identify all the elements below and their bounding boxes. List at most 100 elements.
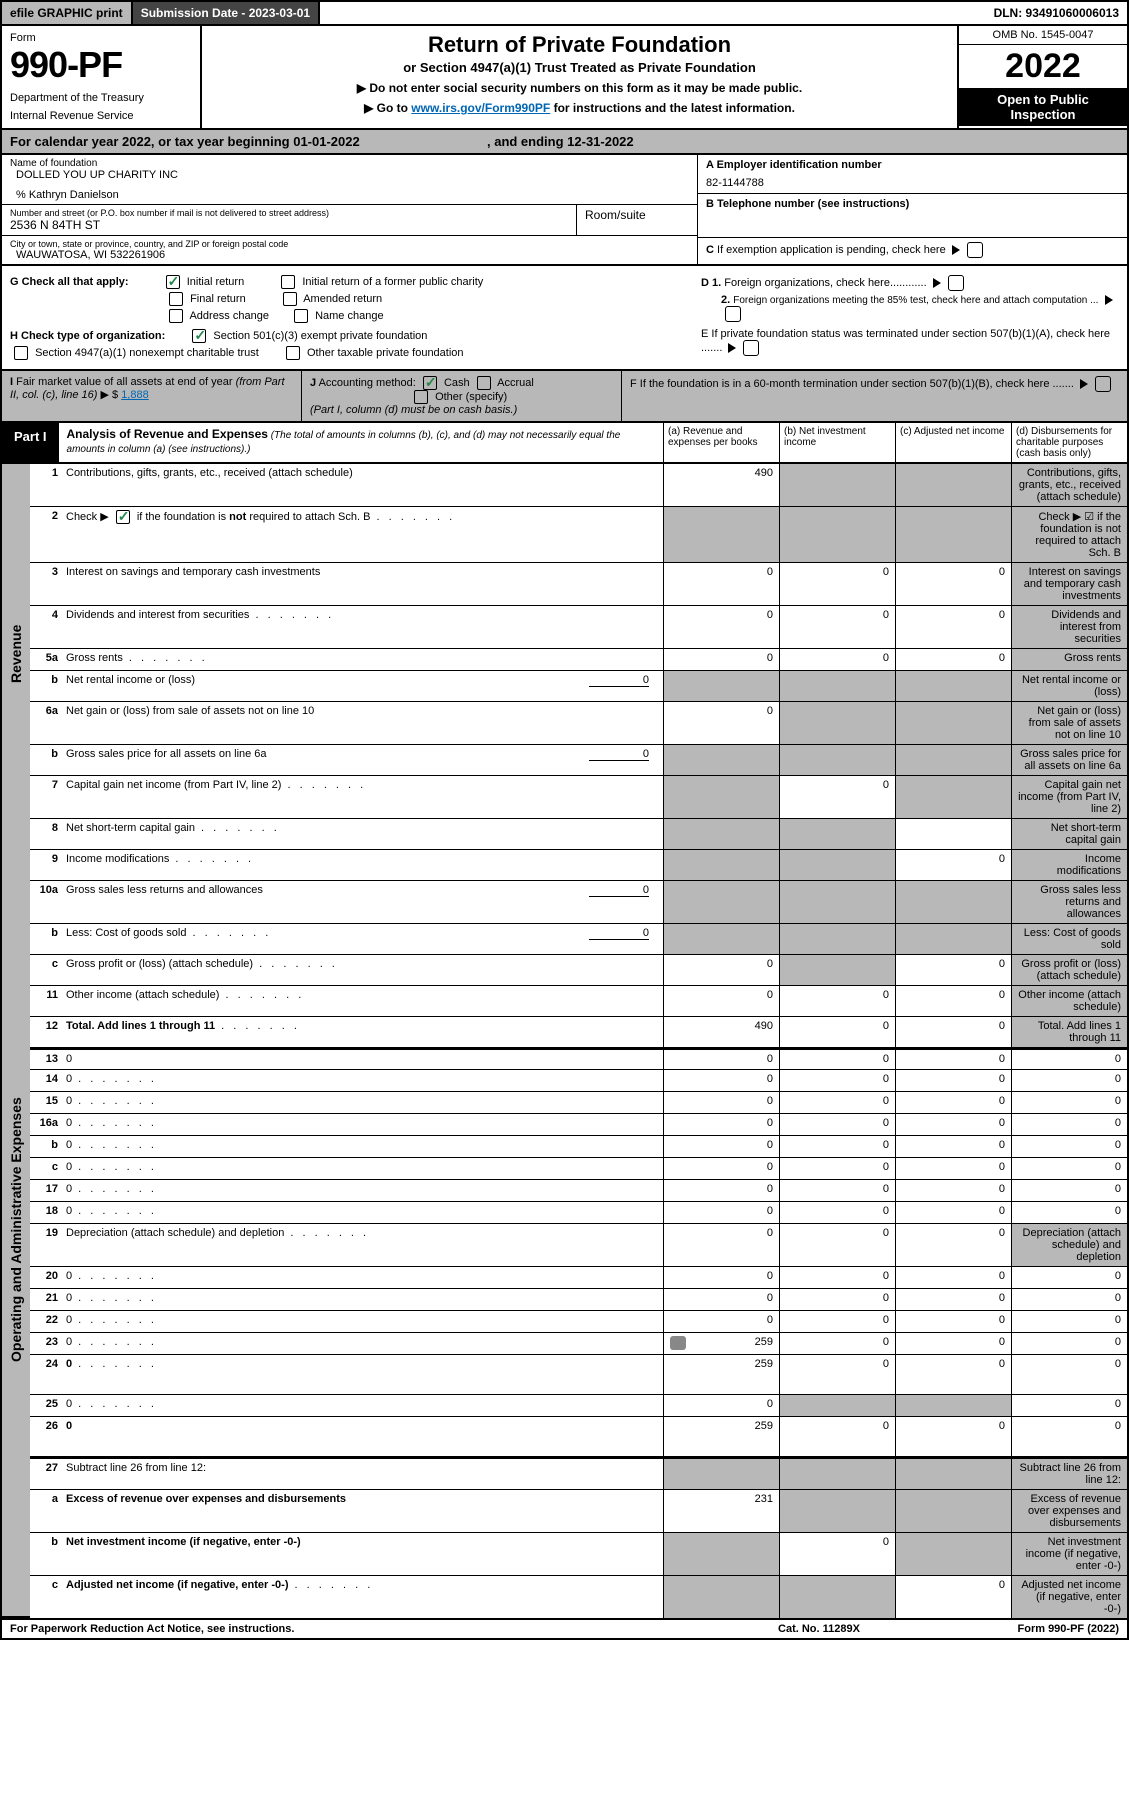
open-public: Open to Public Inspection bbox=[959, 88, 1127, 126]
col-d-value: 0 bbox=[1011, 1070, 1127, 1091]
col-d-value: 0 bbox=[1011, 1202, 1127, 1223]
h-other-checkbox[interactable] bbox=[286, 346, 300, 360]
care-of: % Kathryn Danielson bbox=[10, 189, 689, 201]
h-row2: Section 4947(a)(1) nonexempt charitable … bbox=[10, 346, 689, 360]
notice-goto-post: for instructions and the latest informat… bbox=[550, 101, 795, 115]
row-number: a bbox=[30, 1490, 62, 1532]
attachment-icon[interactable] bbox=[670, 1336, 686, 1350]
table-row: aExcess of revenue over expenses and dis… bbox=[30, 1490, 1127, 1533]
city-cell: City or town, state or province, country… bbox=[2, 236, 697, 264]
f-text: F If the foundation is in a 60-month ter… bbox=[630, 378, 1074, 390]
e-checkbox[interactable] bbox=[743, 340, 759, 356]
f-checkbox[interactable] bbox=[1095, 376, 1111, 392]
col-d-value: Gross profit or (loss) (attach schedule) bbox=[1011, 955, 1127, 985]
table-row: cAdjusted net income (if negative, enter… bbox=[30, 1576, 1127, 1618]
table-row: 11Other income (attach schedule) . . . .… bbox=[30, 986, 1127, 1017]
col-b-value: 0 bbox=[779, 1202, 895, 1223]
d1-checkbox[interactable] bbox=[948, 275, 964, 291]
col-b-value bbox=[779, 924, 895, 954]
col-d-value: Check ▶ ☑ if the foundation is not requi… bbox=[1011, 507, 1127, 562]
col-c-value: 0 bbox=[895, 1017, 1011, 1047]
j-cash-checkbox[interactable] bbox=[423, 376, 437, 390]
arrow-icon bbox=[1105, 295, 1113, 305]
h-4947-checkbox[interactable] bbox=[14, 346, 28, 360]
row-description: Gross rents . . . . . . . bbox=[62, 649, 663, 670]
table-row: 200 . . . . . . .0000 bbox=[30, 1267, 1127, 1289]
footer-left: For Paperwork Reduction Act Notice, see … bbox=[10, 1623, 719, 1635]
dept-treasury: Department of the Treasury bbox=[10, 92, 192, 104]
col-a-value: 0 bbox=[663, 702, 779, 744]
final-return-checkbox[interactable] bbox=[169, 292, 183, 306]
table-row: 1300000 bbox=[30, 1048, 1127, 1070]
j-accrual-checkbox[interactable] bbox=[477, 376, 491, 390]
g-row: G Check all that apply: Initial return I… bbox=[10, 275, 689, 289]
initial-return-checkbox[interactable] bbox=[166, 275, 180, 289]
gh-block: G Check all that apply: Initial return I… bbox=[0, 266, 1129, 371]
col-b-value: 0 bbox=[779, 1050, 895, 1069]
form990pf-link[interactable]: www.irs.gov/Form990PF bbox=[411, 101, 550, 115]
col-a-value: 0 bbox=[663, 1180, 779, 1201]
table-row: 260259000 bbox=[30, 1417, 1127, 1457]
col-d-value: Other income (attach schedule) bbox=[1011, 986, 1127, 1016]
c-checkbox[interactable] bbox=[967, 242, 983, 258]
row-description: 0 . . . . . . . bbox=[62, 1311, 663, 1332]
col-c-value: 0 bbox=[895, 1333, 1011, 1354]
col-d-value: Gross rents bbox=[1011, 649, 1127, 670]
j-other-checkbox[interactable] bbox=[414, 390, 428, 404]
name-change-checkbox[interactable] bbox=[294, 309, 308, 323]
col-b-value bbox=[779, 507, 895, 562]
col-a-value: 0 bbox=[663, 1114, 779, 1135]
table-row: bNet investment income (if negative, ent… bbox=[30, 1533, 1127, 1576]
j-other: Other (specify) bbox=[435, 391, 507, 403]
form-header: Form 990-PF Department of the Treasury I… bbox=[0, 26, 1129, 130]
notice-goto: ▶ Go to www.irs.gov/Form990PF for instru… bbox=[214, 101, 945, 115]
col-c-value: 0 bbox=[895, 1136, 1011, 1157]
row-number: 23 bbox=[30, 1333, 62, 1354]
col-c-value: 0 bbox=[895, 649, 1011, 670]
arrow-icon bbox=[728, 343, 736, 353]
d2-checkbox[interactable] bbox=[725, 306, 741, 322]
address-change-checkbox[interactable] bbox=[169, 309, 183, 323]
col-c-value: 0 bbox=[895, 850, 1011, 880]
col-c-value bbox=[895, 881, 1011, 923]
e-row: E If private foundation status was termi… bbox=[701, 328, 1119, 356]
col-d-value: 0 bbox=[1011, 1114, 1127, 1135]
row-description: Capital gain net income (from Part IV, l… bbox=[62, 776, 663, 818]
table-row: 2Check ▶ if the foundation is not requir… bbox=[30, 507, 1127, 563]
amended-return-checkbox[interactable] bbox=[283, 292, 297, 306]
form-number: 990-PF bbox=[10, 44, 192, 86]
h-501-checkbox[interactable] bbox=[192, 329, 206, 343]
row-description: Adjusted net income (if negative, enter … bbox=[62, 1576, 663, 1618]
col-d-value: Capital gain net income (from Part IV, l… bbox=[1011, 776, 1127, 818]
col-a-value bbox=[663, 850, 779, 880]
row-description: Total. Add lines 1 through 11 . . . . . … bbox=[62, 1017, 663, 1047]
row-description: 0 bbox=[62, 1417, 663, 1456]
col-a-value bbox=[663, 819, 779, 849]
row-description: Depreciation (attach schedule) and deple… bbox=[62, 1224, 663, 1266]
row-number: 27 bbox=[30, 1459, 62, 1489]
fmv-value[interactable]: 1,888 bbox=[121, 389, 149, 401]
col-c-header: (c) Adjusted net income bbox=[895, 423, 1011, 462]
row-number: b bbox=[30, 745, 62, 775]
name-label: Name of foundation bbox=[10, 158, 689, 169]
col-d-value: 0 bbox=[1011, 1136, 1127, 1157]
col-a-value bbox=[663, 1533, 779, 1575]
efile-label[interactable]: efile GRAPHIC print bbox=[2, 2, 133, 24]
col-d-value: Net rental income or (loss) bbox=[1011, 671, 1127, 701]
header-left: Form 990-PF Department of the Treasury I… bbox=[2, 26, 202, 128]
g-left: G Check all that apply: Initial return I… bbox=[10, 272, 689, 363]
schb-checkbox[interactable] bbox=[116, 510, 130, 524]
col-b-value: 0 bbox=[779, 1180, 895, 1201]
initial-former-checkbox[interactable] bbox=[281, 275, 295, 289]
col-b-value: 0 bbox=[779, 1114, 895, 1135]
row-description: Gross sales less returns and allowances0 bbox=[62, 881, 663, 923]
row-number: 20 bbox=[30, 1267, 62, 1288]
col-a-value bbox=[663, 1576, 779, 1618]
row-description: 0 . . . . . . . bbox=[62, 1289, 663, 1310]
col-c-value: 0 bbox=[895, 1289, 1011, 1310]
row-description: Net gain or (loss) from sale of assets n… bbox=[62, 702, 663, 744]
col-b-value: 0 bbox=[779, 1533, 895, 1575]
col-d-value: 0 bbox=[1011, 1311, 1127, 1332]
row-number: 13 bbox=[30, 1050, 62, 1069]
col-d-value: Net short-term capital gain bbox=[1011, 819, 1127, 849]
